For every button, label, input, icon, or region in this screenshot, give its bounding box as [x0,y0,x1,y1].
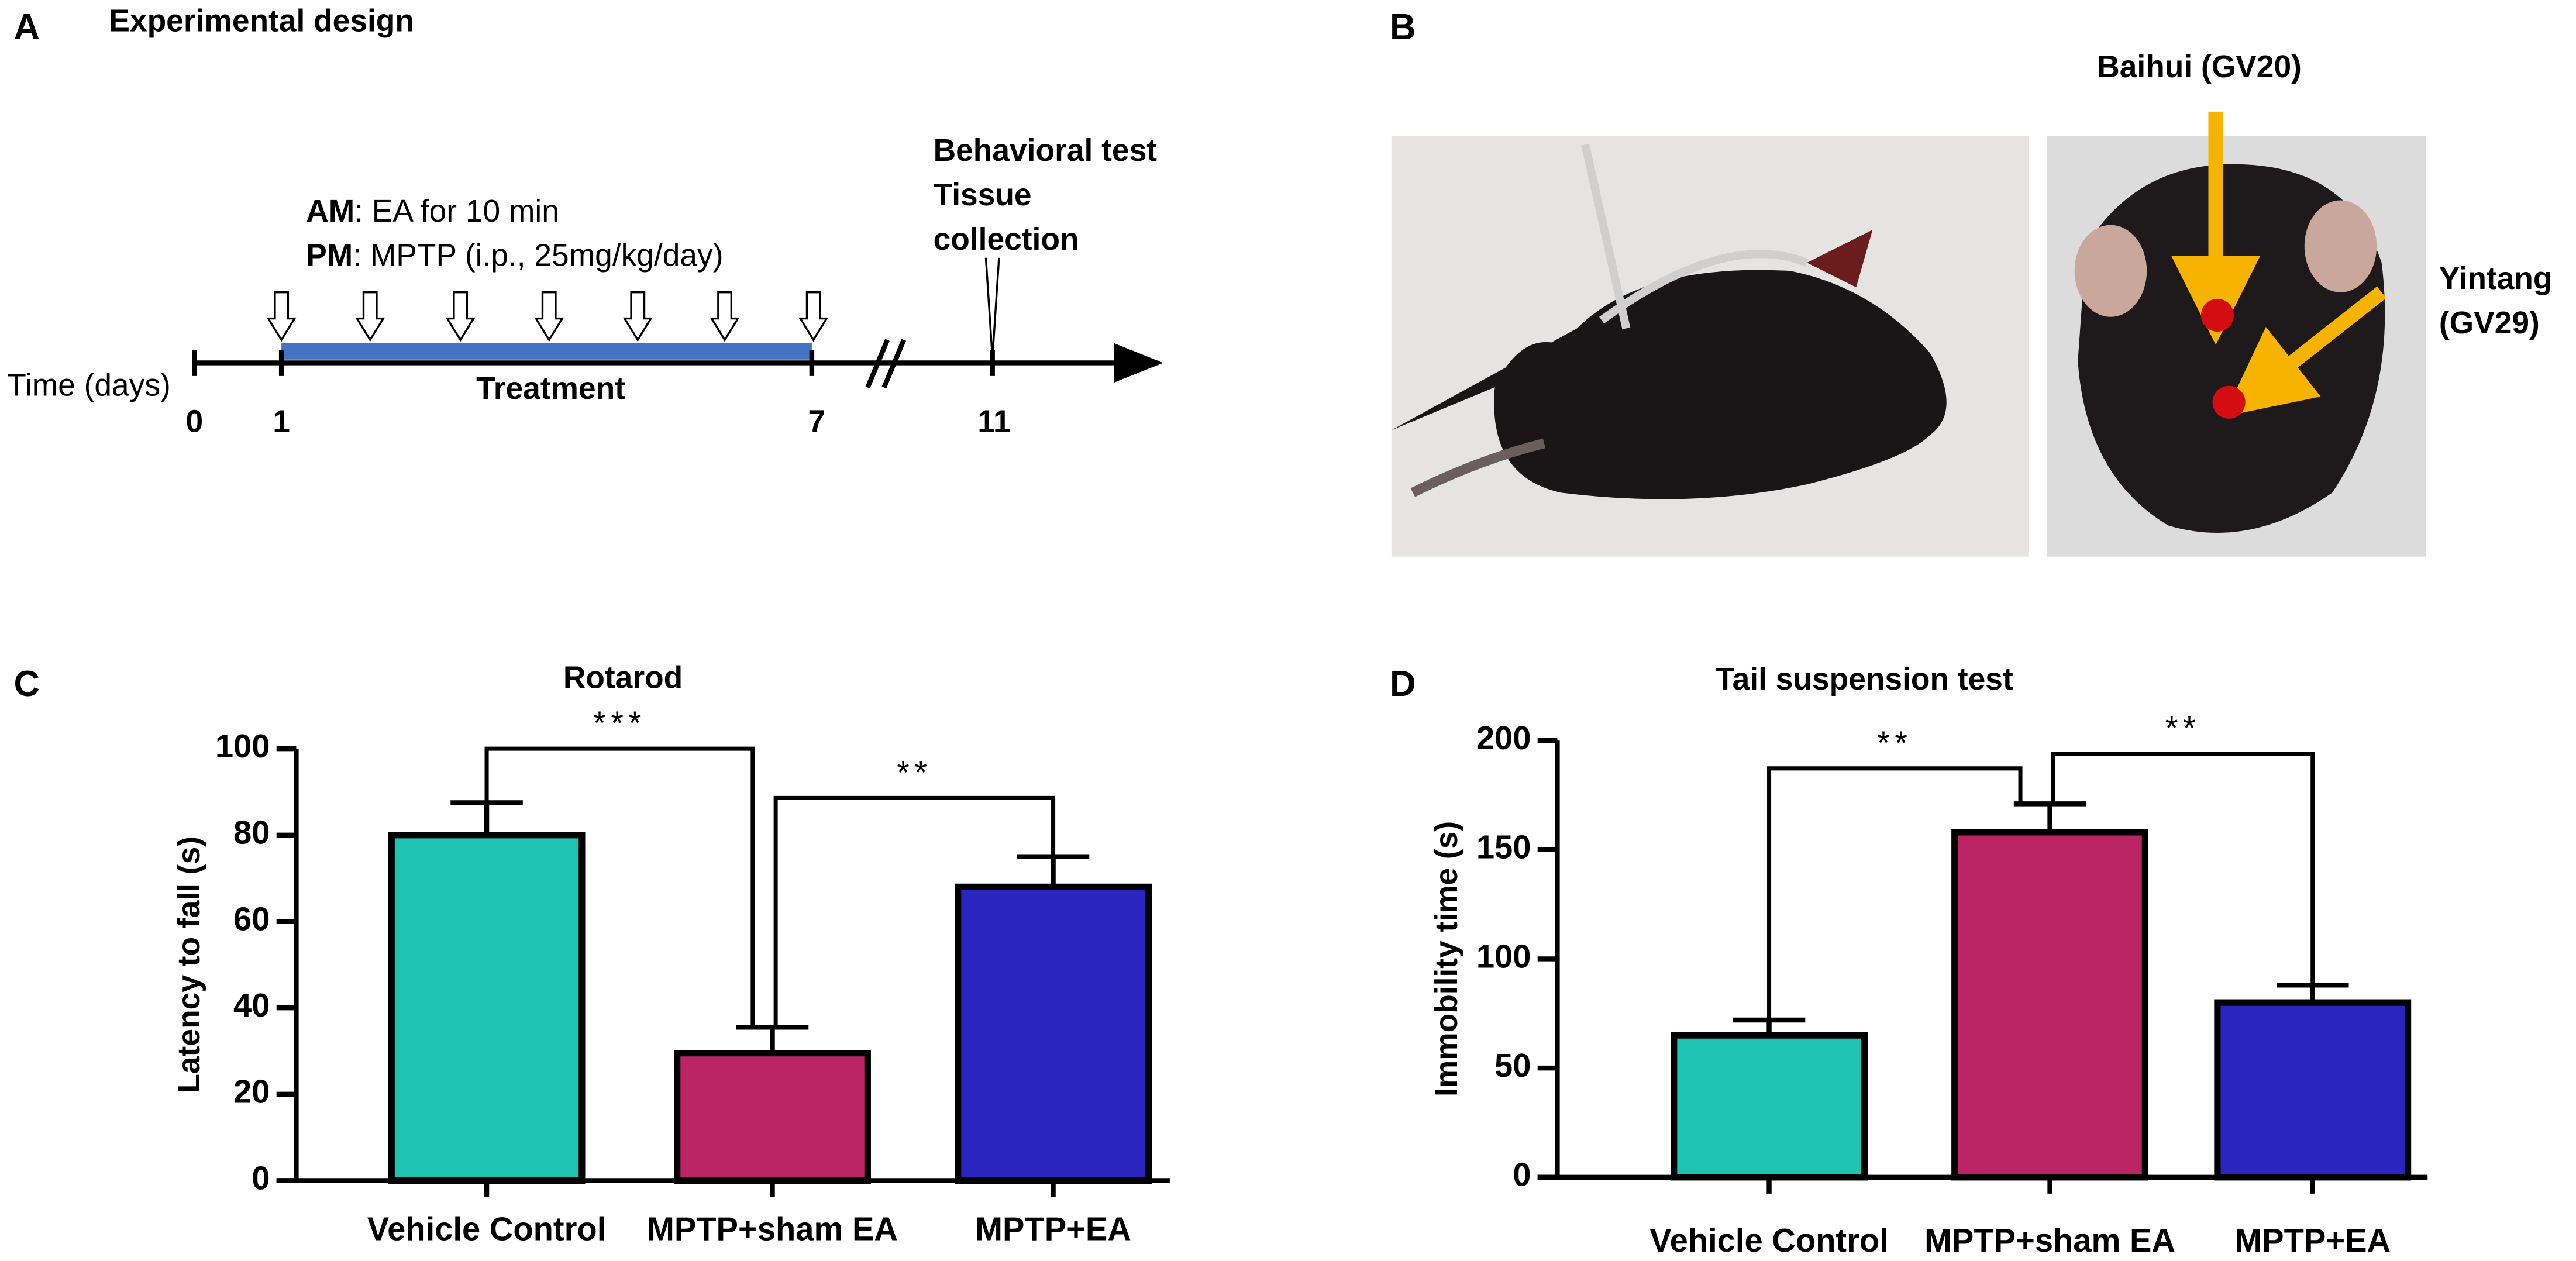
y-tick-label: 150 [1476,829,1531,866]
bar [2214,999,2412,1181]
bar [955,883,1152,1184]
panel-a: A Experimental design AM: EA for 10 min … [7,4,1163,439]
am-text: : EA for 10 min [354,194,559,229]
treatment-label: Treatment [476,371,625,406]
x-tick-label: MPTP+EA [2234,1222,2391,1259]
panel-label: A [14,7,40,47]
bar [388,832,586,1184]
panel-label: C [14,664,40,704]
bar [1951,829,2149,1181]
bar [674,1050,871,1184]
axis-label: Time (days) [7,368,171,403]
mouse-tail [1410,438,1545,497]
significance-bracket [1767,766,2023,1021]
pm-key: PM [306,239,353,273]
panel-b: B Baihui (GV20) Yintang (GV29) [1390,7,2552,557]
day-label: 11 [977,404,1010,439]
injection-arrow [266,291,297,342]
ear [2074,225,2147,317]
treatment-bar [281,343,812,360]
significance-label: ** [2165,709,2201,746]
y-axis-label: Immobility time (s) [1430,821,1464,1097]
significance-bracket [773,795,1056,1028]
y-tick-label: 0 [1513,1156,1531,1193]
y-tick-label: 100 [1476,938,1531,974]
y-tick-label: 100 [215,728,270,764]
am-key: AM [306,194,354,229]
y-axis-label: Latency to fall (s) [172,836,206,1093]
mouse-body [1391,270,1947,499]
am-line: AM: EA for 10 min [306,194,559,229]
x-tick-label: MPTP+sham EA [1924,1222,2175,1259]
significance-label: *** [593,705,646,742]
y-tick-label: 50 [1494,1047,1531,1084]
chart-title: Rotarod [563,660,683,695]
injection-arrow [710,291,740,342]
acupoint [2212,385,2246,419]
endpoint-text: Behavioral test [934,133,1158,168]
pm-line: PM: MPTP (i.p., 25mg/kg/day) [306,239,723,273]
break-mark [865,339,890,389]
endpoint-text: Tissue [934,178,1032,212]
y-tick-label: 40 [233,987,270,1024]
ear [2304,200,2377,292]
significance-bracket [2051,752,2315,986]
y-tick-label: 60 [233,900,270,937]
injection-arrow [355,291,385,342]
injection-arrow [622,291,653,342]
day-label: 7 [808,404,825,439]
significance-label: ** [1877,724,1913,761]
pm-text: : MPTP (i.p., 25mg/kg/day) [353,239,723,273]
break-mark [881,339,906,389]
injection-arrow [534,291,564,342]
acupoint-label: Baihui (GV20) [2097,50,2302,84]
y-tick-label: 80 [233,814,270,851]
significance-bracket [484,746,755,1028]
panel-label: D [1390,664,1416,704]
injection-arrows [266,291,829,342]
y-tick-label: 20 [233,1073,270,1110]
acupoint-label: Yintang [2439,261,2553,296]
x-tick-label: MPTP+sham EA [647,1210,898,1247]
x-tick-label: MPTP+EA [975,1210,1131,1247]
bar [1671,1032,1868,1181]
acupoint [2200,298,2234,332]
day-label: 0 [186,404,204,439]
chart-title: Tail suspension test [1716,662,2013,697]
injection-arrow [445,291,476,342]
injection-arrow [798,291,829,342]
x-tick-label: Vehicle Control [1649,1222,1889,1259]
endpoint-text: collection [934,222,1079,257]
y-tick-label: 200 [1476,719,1531,756]
panel-title: Experimental design [109,4,414,38]
significance-label: ** [897,754,932,791]
acupoint-label: (GV29) [2439,306,2540,340]
x-tick-label: Vehicle Control [367,1210,607,1247]
day-label: 1 [273,404,290,439]
clip [1807,230,1873,288]
wires [1581,143,1809,329]
pointer-arrow [2223,286,2386,417]
y-tick-label: 0 [252,1159,270,1196]
endpoint-marker [984,257,1000,359]
panel-label: B [1390,7,1416,47]
